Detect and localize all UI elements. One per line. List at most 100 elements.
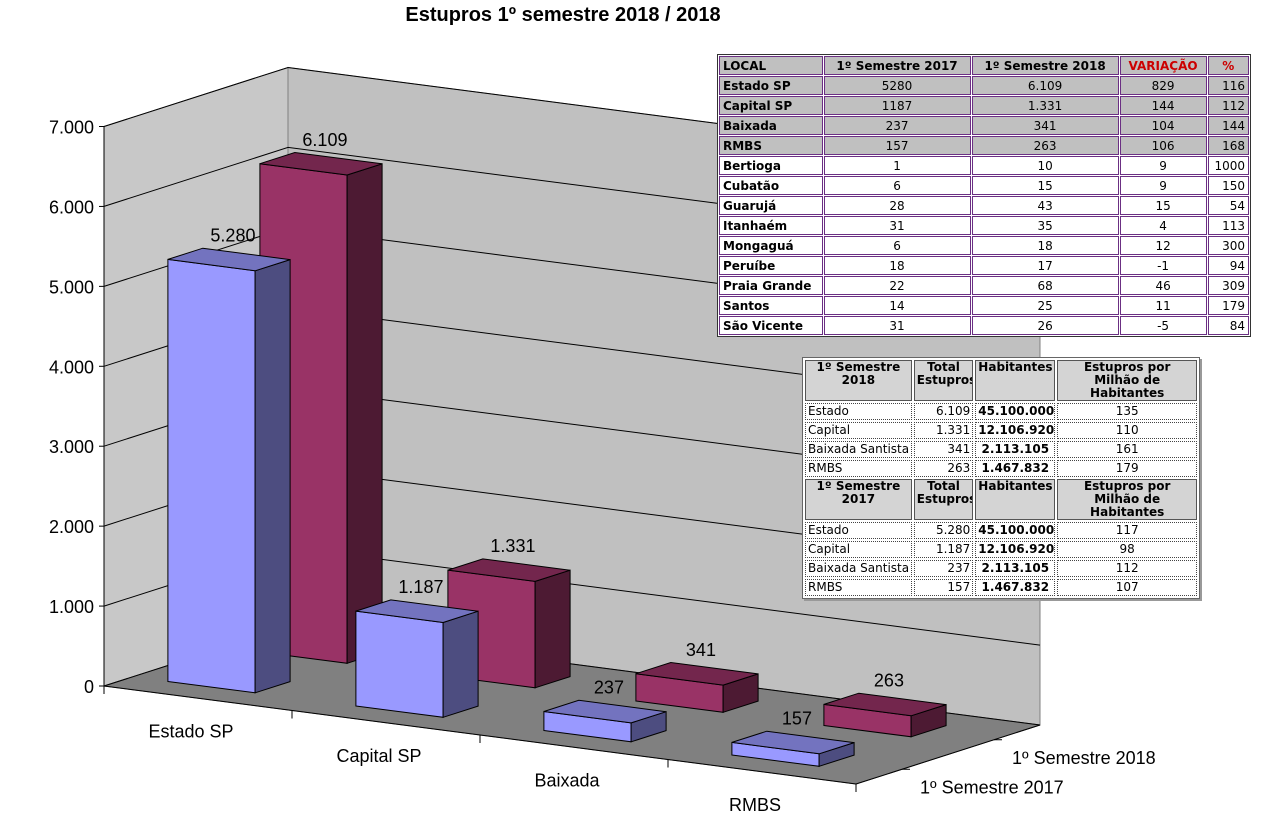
table-cell: 829 [1119,76,1207,95]
table-header-cell: 1º Semestre 2018 [971,56,1119,75]
table-cell: 6 [823,176,971,195]
table-cell: 6.109 [913,403,974,420]
table-cell: 45.100.000 [975,522,1056,539]
bar-top [731,730,855,755]
table-header-cell: Habitantes [975,360,1056,401]
bar-top [355,599,479,624]
table-cell: 309 [1207,276,1249,295]
bar-side [346,163,383,664]
table-cell: Peruíbe [719,256,823,275]
y-tick-label: 6.000 [49,197,94,217]
bar-2017-1 [355,599,479,718]
table-cell: 94 [1207,256,1249,275]
bar-data-label: 263 [874,671,904,691]
bar-top [447,558,571,582]
table-cell: 31 [823,316,971,335]
table-row: Baixada Santista 341 2.113.105 161 [805,441,1197,458]
table-cell: 25 [971,296,1119,315]
table-cell: Estado [805,403,912,420]
y-tick-label: 5.000 [49,277,94,297]
table-cell: RMBS [719,136,823,155]
table-row: Guarujá 28 43 15 54 [719,196,1249,215]
table-cell: Cubatão [719,176,823,195]
table-cell: 68 [971,276,1119,295]
table-cell: Baixada [719,116,823,135]
x-category-label: Estado SP [148,721,233,741]
bar-2018-2 [635,661,759,713]
table-cell: 45.100.000 [975,403,1056,420]
table-cell: Santos [719,296,823,315]
x-category-label: Capital SP [336,746,421,766]
table-cell: Estado [805,522,912,539]
table-cell: 35 [971,216,1119,235]
table-cell: Mongaguá [719,236,823,255]
bar-2017-2 [543,699,667,743]
table-cell: 107 [1057,579,1197,596]
table-cell: 112 [1057,560,1197,577]
table-cell: 6 [823,236,971,255]
table-cell: 157 [913,579,974,596]
y-tick-label: 4.000 [49,357,94,377]
table-cell: 12.106.920 [975,422,1056,439]
bar-front [355,610,444,718]
table-cell: 1.331 [913,422,974,439]
y-tick-label: 7.000 [49,118,94,138]
bar-data-label: 1.187 [398,577,443,597]
table-cell: 113 [1207,216,1249,235]
table-row: Peruíbe 18 17 -1 94 [719,256,1249,275]
table-cell: 1.467.832 [975,460,1056,477]
table-cell: 15 [1119,196,1207,215]
y-tick-label: 1.000 [49,597,94,617]
bar-data-label: 237 [594,678,624,698]
bar-side [442,610,479,718]
table-cell: 9 [1119,156,1207,175]
table-row: RMBS 263 1.467.832 179 [805,460,1197,477]
table-cell: Baixada Santista [805,441,912,458]
table-header-cell: Habitantes [975,479,1056,520]
series-label: 1º Semestre 2017 [920,777,1064,797]
table-row: Mongaguá 6 18 12 300 [719,236,1249,255]
table-cell: 1187 [823,96,971,115]
table-cell: 43 [971,196,1119,215]
table-header-cell: 1º Semestre 2017 [823,56,971,75]
table-row: RMBS 157 1.467.832 107 [805,579,1197,596]
table-header-cell: % [1207,56,1249,75]
table-row: Bertioga 1 10 9 1000 [719,156,1249,175]
table-cell: Estado SP [719,76,823,95]
table-row: Baixada 237 341 104 144 [719,116,1249,135]
table-cell: -5 [1119,316,1207,335]
table-cell: 4 [1119,216,1207,235]
bar-2017-3 [731,730,855,767]
table-header-cell: Total Estupros [913,479,974,520]
table-header-cell: LOCAL [719,56,823,75]
table-cell: 10 [971,156,1119,175]
bar-data-label: 6.109 [302,130,347,150]
table-cell: Praia Grande [719,276,823,295]
table-cell: 18 [971,236,1119,255]
table-cell: 104 [1119,116,1207,135]
chart-axes: 0 1.000 2.000 3.000 4.000 5.000 6.000 7.000 Esta… [49,118,1156,815]
table-header-cell: 1º Semestre 2017 [805,479,912,520]
table-cell: 1000 [1207,156,1249,175]
table-cell: 157 [823,136,971,155]
table-header-cell: VARIAÇÃO [1119,56,1207,75]
bar-top [259,151,383,176]
bar-front [167,258,256,694]
table-cell: 26 [971,316,1119,335]
bar-data-label: 1.331 [490,536,535,556]
depth-axis-line [855,724,1041,785]
table-cell: 12.106.920 [975,541,1056,558]
table-cell: RMBS [805,579,912,596]
table-cell: 31 [823,216,971,235]
table-cell: 341 [913,441,974,458]
table-cell: Guarujá [719,196,823,215]
table-cell: 28 [823,196,971,215]
table-cell: 11 [1119,296,1207,315]
table-cell: Itanhaém [719,216,823,235]
table-cell: -1 [1119,256,1207,275]
table-cell: 112 [1207,96,1249,115]
table-header-row: 1º Semestre 2017 Total Estupros Habitantes… [805,479,1197,520]
bar-top [167,247,291,272]
table-cell: 106 [1119,136,1207,155]
table-cell: 117 [1057,522,1197,539]
